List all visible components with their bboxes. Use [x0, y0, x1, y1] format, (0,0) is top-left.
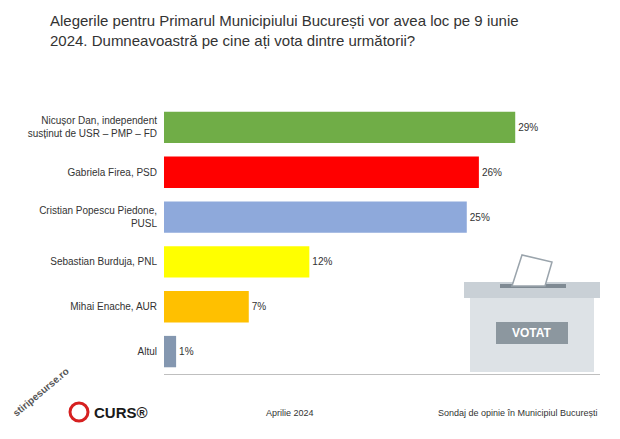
svg-text:Aprilie 2024: Aprilie 2024: [266, 408, 314, 418]
svg-text:CURS®: CURS®: [94, 404, 148, 421]
svg-text:26%: 26%: [482, 167, 502, 178]
svg-text:Cristian Popescu Piedone,PUSL: Cristian Popescu Piedone,PUSL: [39, 205, 157, 229]
svg-text:Sondaj de opinie în Municipiul: Sondaj de opinie în Municipiul București: [438, 408, 598, 418]
svg-text:7%: 7%: [252, 301, 267, 312]
svg-text:Mihai Enache, AUR: Mihai Enache, AUR: [70, 301, 157, 312]
svg-text:Alegerile pentru Primarul Muni: Alegerile pentru Primarul Municipiului B…: [50, 12, 519, 49]
svg-text:Gabriela Firea, PSD: Gabriela Firea, PSD: [68, 167, 157, 178]
svg-text:1%: 1%: [179, 346, 194, 357]
svg-text:VOTAT: VOTAT: [512, 326, 552, 340]
svg-text:25%: 25%: [470, 212, 490, 223]
svg-text:29%: 29%: [518, 122, 538, 133]
svg-text:Altul: Altul: [138, 346, 157, 357]
svg-text:stiripesurse.ro: stiripesurse.ro: [11, 365, 71, 418]
svg-text:Sebastian Burduja, PNL: Sebastian Burduja, PNL: [50, 256, 157, 267]
svg-text:Nicușor Dan, independentsusțin: Nicușor Dan, independentsusținut de USR …: [28, 115, 158, 139]
svg-text:12%: 12%: [312, 256, 332, 267]
